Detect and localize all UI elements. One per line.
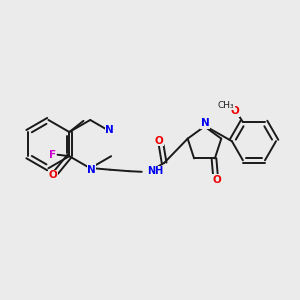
Text: O: O	[230, 106, 239, 116]
Text: O: O	[154, 136, 163, 146]
Text: N: N	[105, 125, 114, 135]
Text: CH₃: CH₃	[218, 101, 234, 110]
Text: N: N	[87, 165, 96, 175]
Text: N: N	[201, 118, 210, 128]
Text: O: O	[212, 175, 221, 185]
Text: NH: NH	[147, 166, 163, 176]
Text: O: O	[49, 170, 58, 180]
Text: F: F	[49, 150, 56, 160]
